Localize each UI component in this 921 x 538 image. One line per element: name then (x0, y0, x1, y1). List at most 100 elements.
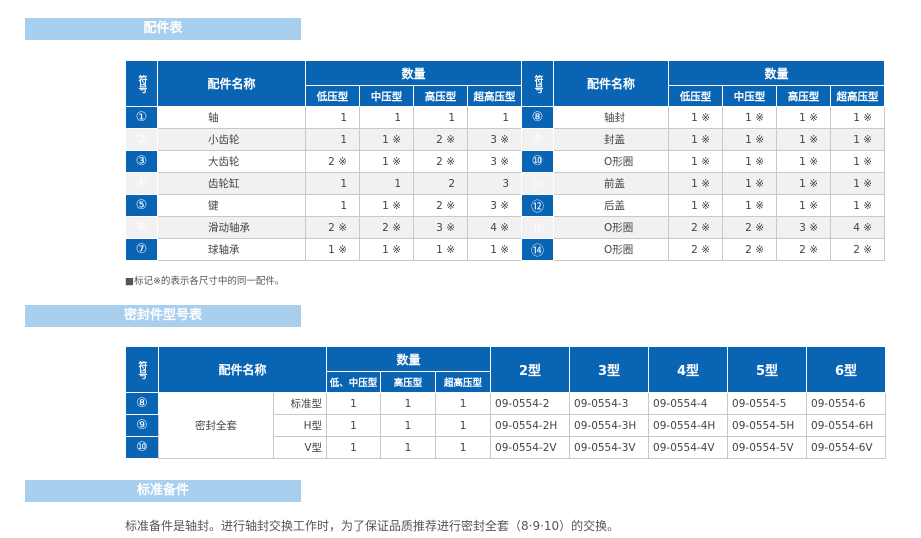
header-row: 符号 配件名称 数量 2型 3型 4型 5型 6型 (125, 346, 887, 393)
quantity-cell: 3 ※ (466, 150, 523, 173)
quantity-cell: 1 (435, 436, 492, 459)
quantity-cell: 1 (305, 106, 360, 129)
symbol-header: 符号 (521, 60, 554, 107)
quantity-cell: 3 ※ (466, 128, 523, 151)
section-title-spare: 标准备件 (25, 480, 301, 502)
type-header: 低压型 (305, 85, 360, 107)
part-name: 小齿轮 (157, 128, 306, 151)
model-header: 4型 (648, 346, 729, 393)
part-name: O形圈 (553, 238, 669, 261)
part-code: 09-0554-5V (727, 436, 808, 459)
spare-text: 标准备件是轴封。进行轴封交换工作时，为了保证品质推荐进行密封全套（8·9·10）… (125, 519, 620, 533)
part-code: 09-0554-5H (727, 414, 808, 437)
quantity-cell: 2 ※ (776, 238, 831, 261)
quantity-cell: 1 ※ (829, 150, 886, 173)
table-row: ⑧ 密封全套 标准型 1 1 1 09-0554-2 09-0554-3 09-0554-4 09… (125, 392, 887, 459)
quantity-cell: 1 (413, 106, 468, 129)
symbol-cell: ⑤ (125, 194, 158, 217)
part-name: 键 (157, 194, 306, 217)
quantity-cell: 3 ※ (413, 216, 468, 239)
part-code: 09-0554-2V (490, 436, 571, 459)
part-name: 轴 (157, 106, 306, 129)
part-code: 09-0554-5 (727, 392, 808, 415)
type-header: 中压型 (722, 85, 777, 107)
parts-table-left: 符号 配件名称 数量 低压型 中压型 高压型 超高压型 ① 轴 1 1 1 1 ② 小齿轮 1 1 ※ 2 ※ 3 … (125, 60, 523, 261)
quantity-cell: 1 ※ (359, 238, 414, 261)
quantity-header: 数量 (326, 346, 492, 372)
quantity-cell: 1 ※ (668, 194, 723, 217)
table-row: ⑨ H型 1 1 1 09-0554-2H 09-0554-3H 09-0554-4H 09-0… (125, 414, 887, 437)
section-title-parts: 配件表 (25, 18, 301, 40)
table-row: ⑦ 球轴承 1 ※ 1 ※ 1 ※ 1 ※ (125, 238, 523, 261)
part-code: 09-0554-3H (569, 414, 650, 437)
quantity-cell: 1 ※ (829, 172, 886, 195)
qtype-header: 超高压型 (435, 371, 492, 393)
symbol-cell: ⑫ (521, 194, 554, 217)
quantity-cell: 2 ※ (829, 238, 886, 261)
section-title-seals: 密封件型号表 (25, 305, 301, 327)
quantity-cell: 1 ※ (466, 238, 523, 261)
type-header: 高压型 (776, 85, 831, 107)
symbol-header: 符号 (125, 346, 159, 393)
part-name: 封盖 (553, 128, 669, 151)
quantity-header: 数量 (304, 60, 523, 86)
part-code: 09-0554-4H (648, 414, 729, 437)
quantity-cell: 1 ※ (722, 128, 777, 151)
quantity-cell: 1 ※ (359, 194, 414, 217)
table-row: ⑬ O形圈 2 ※ 2 ※ 3 ※ 4 ※ (521, 216, 886, 239)
parts-table-right: 符号 配件名称 数量 低压型 中压型 高压型 超高压型 ⑧ 轴封 1 ※ 1 ※ 1 ※ 1 ※ ⑨ 封盖 1… (521, 60, 886, 261)
part-name: O形圈 (553, 216, 669, 239)
quantity-cell: 1 (380, 392, 437, 415)
quantity-cell: 3 (466, 172, 523, 195)
symbol-cell: ④ (125, 172, 158, 195)
model-header: 2型 (490, 346, 571, 393)
symbol-cell: ⑩ (521, 150, 554, 173)
quantity-cell: 4 ※ (466, 216, 523, 239)
header-row: 符号 配件名称 数量 (521, 60, 886, 107)
type-header: 超高压型 (829, 85, 886, 107)
quantity-cell: 1 (435, 392, 492, 415)
part-name: 球轴承 (157, 238, 306, 261)
part-code: 09-0554-4 (648, 392, 729, 415)
quantity-cell: 2 (413, 172, 468, 195)
quantity-cell: 1 ※ (722, 194, 777, 217)
quantity-cell: 1 ※ (829, 128, 886, 151)
qtype-header: 低、中压型 (326, 371, 382, 393)
quantity-cell: 1 ※ (668, 172, 723, 195)
subtype-cell: H型 (272, 414, 328, 437)
quantity-cell: 2 ※ (413, 128, 468, 151)
subtype-cell: V型 (272, 436, 328, 459)
quantity-cell: 1 ※ (829, 194, 886, 217)
part-name: 后盖 (553, 194, 669, 217)
table-row: ⑪ 前盖 1 ※ 1 ※ 1 ※ 1 ※ (521, 172, 886, 195)
quantity-header: 数量 (667, 60, 886, 86)
table-row: ⑨ 封盖 1 ※ 1 ※ 1 ※ 1 ※ (521, 128, 886, 151)
quantity-cell: 1 ※ (829, 106, 886, 129)
quantity-cell: 1 (380, 414, 437, 437)
quantity-cell: 1 (380, 436, 437, 459)
table-row: ⑩ V型 1 1 1 09-0554-2V 09-0554-3V 09-0554-4V 09-0… (125, 436, 887, 459)
type-header: 高压型 (413, 85, 468, 107)
part-name: O形圈 (553, 150, 669, 173)
quantity-cell: 1 (326, 392, 382, 415)
quantity-cell: 1 ※ (668, 150, 723, 173)
quantity-cell: 1 (305, 128, 360, 151)
quantity-cell: 2 ※ (359, 216, 414, 239)
quantity-cell: 1 ※ (722, 150, 777, 173)
header-row: 符号 配件名称 数量 (125, 60, 523, 107)
quantity-cell: 2 ※ (668, 216, 723, 239)
symbol-cell: ⑧ (521, 106, 554, 129)
seal-table: 符号 配件名称 数量 2型 3型 4型 5型 6型 低、中压型 高压型 超高压型 ⑧ 密封全套 标准型 1 1… (125, 346, 887, 459)
quantity-cell: 1 ※ (413, 238, 468, 261)
symbol-cell: ⑥ (125, 216, 158, 239)
part-code: 09-0554-3 (569, 392, 650, 415)
symbol-cell: ⑬ (521, 216, 554, 239)
part-code: 09-0554-4V (648, 436, 729, 459)
header-row: 低压型 中压型 高压型 超高压型 (126, 85, 523, 107)
part-code: 09-0554-2 (490, 392, 571, 415)
symbol-cell: ⑨ (125, 414, 159, 437)
quantity-cell: 1 ※ (359, 150, 414, 173)
quantity-cell: 3 ※ (466, 194, 523, 217)
quantity-cell: 1 ※ (776, 128, 831, 151)
